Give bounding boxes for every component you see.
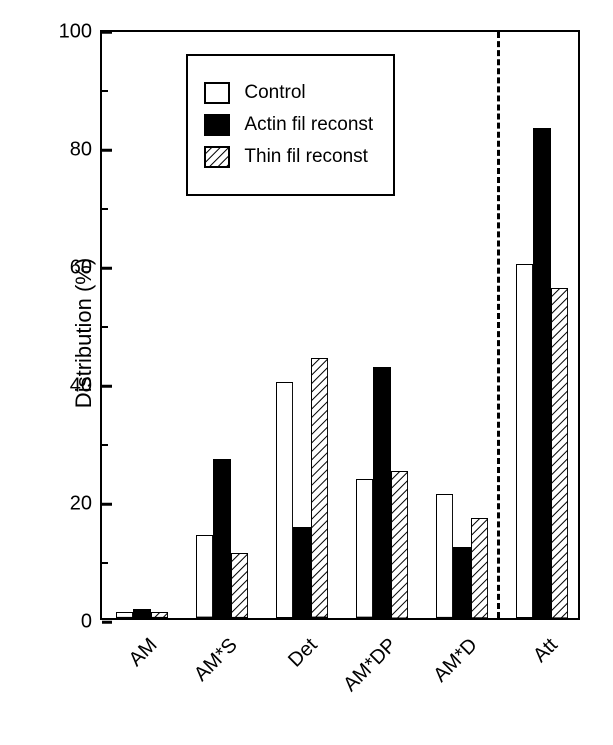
ytick-mark — [102, 503, 112, 506]
bar — [151, 612, 168, 618]
ytick-minor — [102, 208, 108, 210]
ytick-mark — [102, 31, 112, 34]
xtick-label: Det — [284, 634, 322, 672]
ytick-label: 80 — [70, 139, 102, 162]
bar — [533, 128, 550, 618]
bar — [373, 367, 390, 618]
bar — [231, 553, 248, 618]
bar — [391, 471, 408, 619]
bar — [471, 518, 488, 618]
ytick-label: 100 — [59, 21, 102, 44]
ytick-label: 0 — [81, 611, 102, 634]
legend-swatch — [204, 146, 230, 168]
bar — [551, 288, 568, 618]
ytick-mark — [102, 149, 112, 152]
legend-label: Thin fil reconst — [244, 146, 368, 168]
legend-label: Control — [244, 82, 305, 104]
xtick-label: Att — [529, 634, 563, 668]
legend-item: Thin fil reconst — [204, 146, 373, 168]
bar — [196, 535, 213, 618]
legend-item: Control — [204, 82, 373, 104]
ytick-mark — [102, 267, 112, 270]
y-axis-label: Distribution (%) — [71, 253, 97, 413]
distribution-bar-chart: 020406080100 Distribution (%) ControlAct… — [0, 0, 613, 745]
xtick-label: AM — [125, 634, 162, 671]
bar — [213, 459, 230, 618]
xtick-label: AM*S — [190, 634, 242, 686]
bar — [116, 612, 133, 618]
bar — [453, 547, 470, 618]
legend-label: Actin fil reconst — [244, 114, 373, 136]
ytick-label: 20 — [70, 493, 102, 516]
bar — [311, 358, 328, 618]
group-divider — [497, 32, 500, 618]
bar — [356, 479, 373, 618]
xtick-label: AM*D — [429, 634, 482, 687]
legend-item: Actin fil reconst — [204, 114, 373, 136]
ytick-minor — [102, 90, 108, 92]
bar — [516, 264, 533, 618]
bar — [293, 527, 310, 618]
ytick-mark — [102, 385, 112, 388]
legend: Control Actin fil reconst Thin fil reconst — [186, 54, 395, 196]
legend-swatch — [204, 114, 230, 136]
ytick-minor — [102, 326, 108, 328]
legend-swatch — [204, 82, 230, 104]
ytick-mark — [102, 621, 112, 624]
ytick-minor — [102, 444, 108, 446]
bar — [436, 494, 453, 618]
bar — [133, 609, 150, 618]
bar — [276, 382, 293, 618]
xtick-label: AM*DP — [339, 634, 402, 697]
ytick-minor — [102, 562, 108, 564]
